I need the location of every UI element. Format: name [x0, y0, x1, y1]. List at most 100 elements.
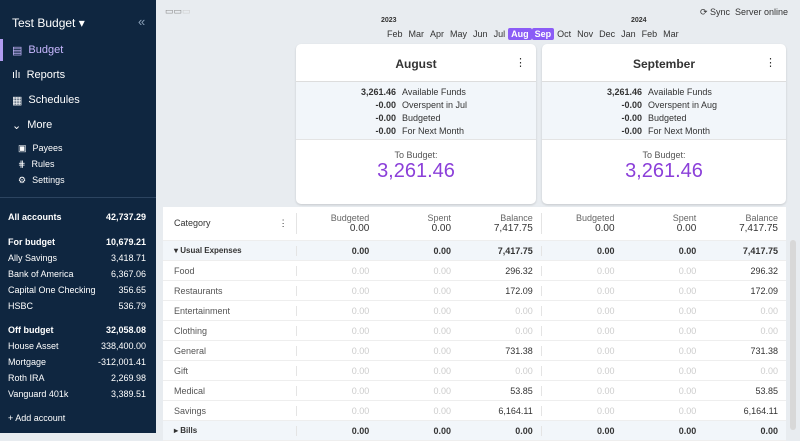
sidebar-item-schedules[interactable]: ▦ Schedules: [0, 89, 156, 111]
budgeted-input[interactable]: 0.00: [295, 345, 378, 356]
spent[interactable]: 0.00: [678, 405, 697, 416]
category-group-row[interactable]: ▾ Usual Expenses 0.00 0.00 7,417.75 0.00 0.00…: [163, 241, 786, 261]
account-item[interactable]: Roth IRA 2,269.98: [8, 373, 146, 383]
budget-title-menu[interactable]: Test Budget ▾: [12, 16, 85, 30]
balance[interactable]: 0.00: [515, 325, 533, 336]
category-row[interactable]: General 0.00 0.00 731.38 0.00 0.00 731.38: [163, 341, 786, 361]
budgeted-input[interactable]: 0.00: [295, 405, 378, 416]
balance[interactable]: 172.09: [750, 285, 778, 296]
month-button[interactable]: Jun: [473, 29, 488, 39]
category-name[interactable]: Savings: [174, 405, 207, 416]
budgeted-input[interactable]: 0.00: [295, 325, 378, 336]
month-button[interactable]: Jan: [621, 29, 636, 39]
month-button[interactable]: Oct: [557, 29, 572, 39]
balance[interactable]: 296.32: [505, 265, 533, 276]
category-row[interactable]: Entertainment 0.00 0.00 0.00 0.00 0.00 0.00: [163, 301, 786, 321]
more-menu-icon[interactable]: ⋮: [515, 57, 526, 69]
month-button[interactable]: May: [450, 29, 468, 39]
add-account-button[interactable]: + Add account: [8, 413, 146, 423]
spent[interactable]: 0.00: [433, 405, 452, 416]
budgeted-input[interactable]: 0.00: [295, 265, 378, 276]
spent[interactable]: 0.00: [433, 305, 452, 316]
spent[interactable]: 0.00: [678, 325, 697, 336]
category-group-row[interactable]: ▸ Bills 0.00 0.00 0.00 0.00 0.00 0.00: [163, 421, 786, 441]
spent[interactable]: 0.00: [433, 385, 452, 396]
balance[interactable]: 0.00: [760, 325, 778, 336]
month-count-selector[interactable]: ▭▭▭: [165, 6, 191, 17]
budgeted-input[interactable]: 0.00: [540, 265, 623, 276]
spent[interactable]: 0.00: [678, 265, 697, 276]
calendar-icon[interactable]: ▭: [182, 6, 191, 16]
account-group-off-budget[interactable]: Off budget 32,058.08: [8, 325, 146, 335]
account-item[interactable]: Ally Savings 3,418.71: [8, 253, 146, 263]
budgeted-input[interactable]: 0.00: [540, 345, 623, 356]
spent[interactable]: 0.00: [678, 345, 697, 356]
category-row[interactable]: Food 0.00 0.00 296.32 0.00 0.00 296.32: [163, 261, 786, 281]
balance[interactable]: 0.00: [760, 305, 778, 316]
balance[interactable]: 6,164.11: [743, 405, 778, 416]
spent[interactable]: 0.00: [433, 285, 452, 296]
category-row[interactable]: Savings 0.00 0.00 6,164.11 0.00 0.00 6,164.11: [163, 401, 786, 421]
month-button[interactable]: Dec: [599, 29, 616, 39]
chevron-down-icon[interactable]: ▾: [174, 246, 179, 255]
to-budget-amount[interactable]: 3,261.46: [377, 160, 455, 182]
account-item[interactable]: Vanguard 401k 3,389.51: [8, 389, 146, 399]
balance[interactable]: 731.38: [750, 345, 778, 356]
category-row[interactable]: Gift 0.00 0.00 0.00 0.00 0.00 0.00: [163, 361, 786, 381]
account-item[interactable]: Bank of America 6,367.06: [8, 269, 146, 279]
spent[interactable]: 0.00: [678, 305, 697, 316]
category-name[interactable]: Food: [174, 265, 195, 276]
category-name[interactable]: Clothing: [174, 325, 208, 336]
account-all[interactable]: All accounts 42,737.29: [8, 212, 146, 222]
month-button[interactable]: Apr: [430, 29, 445, 39]
balance[interactable]: 53.85: [510, 385, 533, 396]
calendar-icon[interactable]: ▭: [165, 6, 174, 16]
category-name[interactable]: Gift: [174, 365, 189, 376]
balance[interactable]: 53.85: [755, 385, 778, 396]
more-menu-icon[interactable]: ⋮: [765, 57, 776, 69]
category-row[interactable]: Restaurants 0.00 0.00 172.09 0.00 0.00 172.09: [163, 281, 786, 301]
balance[interactable]: 0.00: [515, 305, 533, 316]
sync-button[interactable]: ⟳ Sync: [699, 7, 730, 17]
calendar-icon[interactable]: ▭: [173, 6, 183, 16]
sidebar-item-settings[interactable]: ⚙ Settings: [18, 175, 65, 186]
scrollbar[interactable]: [790, 240, 796, 430]
month-button[interactable]: Aug: [508, 28, 532, 40]
category-name[interactable]: Medical: [174, 385, 206, 396]
balance[interactable]: 6,164.11: [498, 405, 533, 416]
sidebar-item-rules[interactable]: ⋕ Rules: [18, 159, 55, 170]
budgeted-input[interactable]: 0.00: [295, 385, 378, 396]
spent[interactable]: 0.00: [678, 285, 697, 296]
month-button[interactable]: Feb: [387, 29, 403, 39]
month-button[interactable]: Jul: [493, 29, 506, 39]
collapse-sidebar-icon[interactable]: «: [138, 14, 146, 29]
balance[interactable]: 296.32: [750, 265, 778, 276]
more-menu-icon[interactable]: ⋮: [278, 218, 288, 228]
category-name[interactable]: Restaurants: [174, 285, 223, 296]
category-row[interactable]: Clothing 0.00 0.00 0.00 0.00 0.00 0.00: [163, 321, 786, 341]
category-name[interactable]: General: [174, 345, 207, 356]
sidebar-item-payees[interactable]: ▣ Payees: [18, 143, 63, 154]
month-button[interactable]: Sep: [531, 28, 555, 40]
spent[interactable]: 0.00: [433, 325, 452, 336]
spent[interactable]: 0.00: [678, 365, 697, 376]
budgeted-input[interactable]: 0.00: [295, 365, 378, 376]
category-name[interactable]: Entertainment: [174, 305, 231, 316]
account-item[interactable]: Mortgage -312,001.41: [8, 357, 146, 367]
budgeted-input[interactable]: 0.00: [540, 405, 623, 416]
budgeted-input[interactable]: 0.00: [540, 305, 623, 316]
sidebar-item-reports[interactable]: ılı Reports: [0, 64, 156, 86]
account-item[interactable]: HSBC 536.79: [8, 301, 146, 311]
month-button[interactable]: Nov: [577, 29, 594, 39]
month-button[interactable]: Feb: [641, 29, 658, 39]
month-button[interactable]: Mar: [663, 29, 679, 39]
sidebar-item-more[interactable]: ⌄ More: [0, 114, 156, 136]
account-group-for-budget[interactable]: For budget 10,679.21: [8, 237, 146, 247]
spent[interactable]: 0.00: [433, 365, 452, 376]
account-item[interactable]: House Asset 338,400.00: [8, 341, 146, 351]
balance[interactable]: 172.09: [505, 285, 533, 296]
chevron-right-icon[interactable]: ▸: [174, 426, 179, 435]
sidebar-item-budget[interactable]: ▤ Budget: [0, 39, 156, 61]
spent[interactable]: 0.00: [433, 265, 452, 276]
budgeted-input[interactable]: 0.00: [540, 285, 623, 296]
